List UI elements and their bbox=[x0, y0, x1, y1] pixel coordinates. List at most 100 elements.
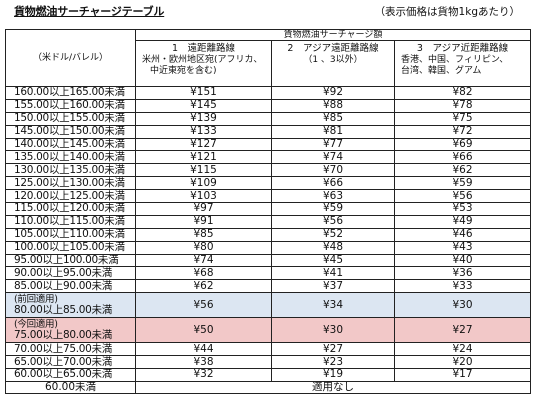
surcharge-value: ¥109 bbox=[135, 176, 272, 191]
table-row: 60.00以上65.00未満 ¥32 ¥19 ¥17 bbox=[5, 368, 532, 382]
surcharge-value: ¥82 bbox=[393, 86, 532, 100]
table-row: 140.00以上145.00未満 ¥127 ¥77 ¥69 bbox=[5, 137, 532, 152]
column-detail: 香港、中国、フィリピン、 bbox=[401, 54, 509, 65]
range-cell: (前回適用) 80.00以上85.00未満 bbox=[5, 292, 136, 319]
surcharge-value: ¥74 bbox=[135, 253, 272, 268]
column-header-asia-long: 2 アジア遠距離路線 （1 、3以外） bbox=[271, 40, 395, 87]
surcharge-value: ¥48 bbox=[271, 240, 395, 255]
range-cell: 100.00以上105.00未満 bbox=[5, 240, 136, 255]
not-applicable-cell: 適用なし bbox=[134, 380, 532, 394]
surcharge-value: ¥78 bbox=[393, 98, 532, 113]
surcharge-value: ¥151 bbox=[135, 86, 272, 100]
surcharge-value: ¥62 bbox=[393, 163, 532, 178]
column-detail: （1 、3以外） bbox=[303, 54, 363, 65]
surcharge-value: ¥37 bbox=[271, 279, 395, 294]
range-cell: 65.00以上70.00未満 bbox=[5, 355, 136, 370]
surcharge-value: ¥91 bbox=[135, 214, 272, 229]
table-row: 135.00以上140.00未満 ¥121 ¥74 ¥66 bbox=[5, 150, 532, 165]
surcharge-value: ¥59 bbox=[271, 202, 395, 216]
surcharge-value: ¥53 bbox=[393, 202, 532, 216]
surcharge-value: ¥85 bbox=[135, 227, 272, 242]
surcharge-value: ¥69 bbox=[393, 137, 532, 152]
current-label: (今回適用) bbox=[14, 318, 58, 330]
surcharge-value: ¥38 bbox=[135, 355, 272, 370]
column-detail: 中近東宛を含む) bbox=[150, 66, 217, 76]
range-cell: 130.00以上135.00未満 bbox=[5, 163, 136, 178]
table-row: 160.00以上165.00未満 ¥151 ¥92 ¥82 bbox=[5, 86, 532, 100]
column-title: 2 アジア遠距離路線 bbox=[287, 43, 379, 54]
surcharge-value: ¥27 bbox=[271, 342, 395, 357]
table-row: 70.00以上75.00未満 ¥44 ¥27 ¥24 bbox=[5, 342, 532, 357]
surcharge-value: ¥88 bbox=[271, 98, 395, 113]
surcharge-value: ¥121 bbox=[135, 150, 272, 165]
column-detail: 台湾、韓国、グアム bbox=[401, 66, 482, 76]
surcharge-value: ¥66 bbox=[393, 150, 532, 165]
surcharge-value: ¥97 bbox=[135, 202, 272, 216]
range-cell: 85.00以上90.00未満 bbox=[5, 279, 136, 294]
range-cell: 160.00以上165.00未満 bbox=[5, 86, 136, 100]
range-cell: 110.00以上115.00未満 bbox=[5, 214, 136, 229]
surcharge-value: ¥115 bbox=[135, 163, 272, 178]
surcharge-value: ¥139 bbox=[135, 111, 272, 126]
surcharge-value: ¥17 bbox=[393, 368, 532, 382]
range-cell: 60.00未満 bbox=[5, 380, 136, 394]
surcharge-value: ¥27 bbox=[393, 317, 532, 344]
surcharge-value: ¥50 bbox=[135, 317, 272, 344]
surcharge-value: ¥85 bbox=[271, 111, 395, 126]
table-row: 150.00以上155.00未満 ¥139 ¥85 ¥75 bbox=[5, 111, 532, 126]
table-body: 160.00以上165.00未満 ¥151 ¥92 ¥82 155.00以上160.00… bbox=[5, 86, 532, 394]
surcharge-value: ¥33 bbox=[393, 279, 532, 294]
surcharge-value: ¥68 bbox=[135, 266, 272, 281]
range-cell: 120.00以上125.00未満 bbox=[5, 189, 136, 204]
surcharge-value: ¥72 bbox=[393, 124, 532, 139]
surcharge-value: ¥40 bbox=[393, 253, 532, 268]
surcharge-value: ¥62 bbox=[135, 279, 272, 294]
table-row: 85.00以上90.00未満 ¥62 ¥37 ¥33 bbox=[5, 279, 532, 294]
not-applicable-row: 60.00未満 適用なし bbox=[5, 380, 532, 394]
surcharge-value: ¥23 bbox=[271, 355, 395, 370]
surcharge-value: ¥103 bbox=[135, 189, 272, 204]
range-cell: 150.00以上155.00未満 bbox=[5, 111, 136, 126]
surcharge-value: ¥127 bbox=[135, 137, 272, 152]
table-row: 90.00以上95.00未満 ¥68 ¥41 ¥36 bbox=[5, 266, 532, 281]
surcharge-value: ¥56 bbox=[135, 292, 272, 319]
unit-header: （米ドル/バレル） bbox=[5, 29, 136, 87]
page-title: 貨物燃油サーチャージテーブル bbox=[14, 5, 165, 18]
surcharge-value: ¥45 bbox=[271, 253, 395, 268]
surcharge-value: ¥44 bbox=[135, 342, 272, 357]
surcharge-value: ¥36 bbox=[393, 266, 532, 281]
range-cell: 90.00以上95.00未満 bbox=[5, 266, 136, 281]
previous-label: (前回適用) bbox=[14, 293, 58, 305]
range-cell: 70.00以上75.00未満 bbox=[5, 342, 136, 357]
surcharge-value: ¥74 bbox=[271, 150, 395, 165]
table-header-row: （米ドル/バレル） 貨物燃油サーチャージ額 bbox=[5, 29, 532, 87]
table-row: 120.00以上125.00未満 ¥103 ¥63 ¥56 bbox=[5, 189, 532, 204]
surcharge-value: ¥133 bbox=[135, 124, 272, 139]
surcharge-value: ¥81 bbox=[271, 124, 395, 139]
surcharge-value: ¥34 bbox=[271, 292, 395, 319]
surcharge-table: （米ドル/バレル） 貨物燃油サーチャージ額 1 遠距離路線 米州・欧州地区宛(ア… bbox=[5, 29, 532, 394]
range-cell: 125.00以上130.00未満 bbox=[5, 176, 136, 191]
table-row: 105.00以上110.00未満 ¥85 ¥52 ¥46 bbox=[5, 227, 532, 242]
surcharge-value: ¥52 bbox=[271, 227, 395, 242]
surcharge-value: ¥70 bbox=[271, 163, 395, 178]
surcharge-value: ¥56 bbox=[271, 214, 395, 229]
surcharge-value: ¥24 bbox=[393, 342, 532, 357]
surcharge-value: ¥41 bbox=[271, 266, 395, 281]
surcharge-value: ¥43 bbox=[393, 240, 532, 255]
range-text: 80.00以上85.00未満 bbox=[14, 304, 112, 317]
surcharge-value: ¥30 bbox=[393, 292, 532, 319]
table-row: 65.00以上70.00未満 ¥38 ¥23 ¥20 bbox=[5, 355, 532, 370]
surcharge-value: ¥80 bbox=[135, 240, 272, 255]
column-title: 1 遠距離路線 bbox=[171, 43, 236, 54]
range-cell: 135.00以上140.00未満 bbox=[5, 150, 136, 165]
group-header: 貨物燃油サーチャージ額 bbox=[134, 29, 532, 41]
table-row: 145.00以上150.00未満 ¥133 ¥81 ¥72 bbox=[5, 124, 532, 139]
surcharge-value: ¥20 bbox=[393, 355, 532, 370]
current-rate-row: (今回適用) 75.00以上80.00未満 ¥50 ¥30 ¥27 bbox=[5, 317, 532, 344]
surcharge-value: ¥92 bbox=[271, 86, 395, 100]
range-cell: 145.00以上150.00未満 bbox=[5, 124, 136, 139]
table-row: 95.00以上100.00未満 ¥74 ¥45 ¥40 bbox=[5, 253, 532, 268]
column-detail: 米州・欧州地区宛(アフリカ、 bbox=[142, 54, 263, 65]
